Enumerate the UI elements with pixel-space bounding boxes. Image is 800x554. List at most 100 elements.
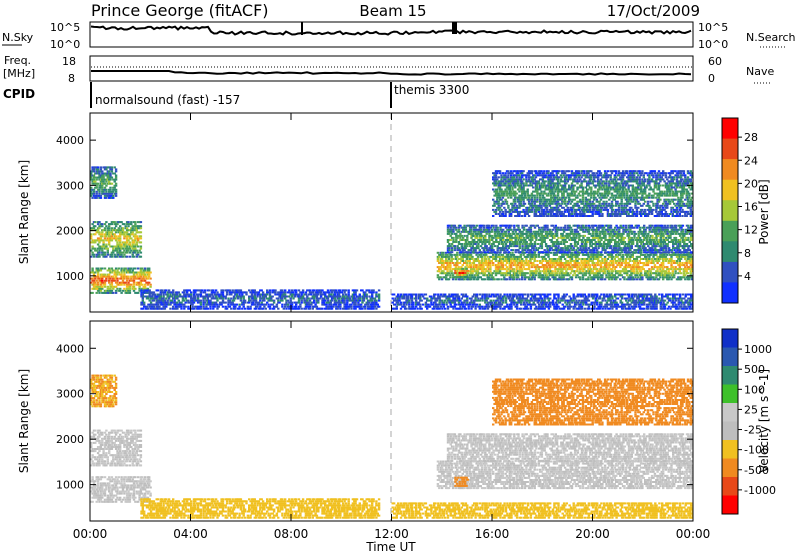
nsky-panel: N.Sky 10^5 10^0 10^5 10^0 N.Search	[2, 21, 796, 51]
data-cell	[485, 226, 488, 229]
data-cell	[492, 226, 495, 229]
data-cell	[214, 303, 218, 306]
data-cell	[600, 236, 603, 239]
data-cell	[686, 268, 690, 271]
data-cell	[573, 230, 577, 233]
data-cell	[645, 272, 648, 275]
data-cell	[531, 234, 534, 237]
data-cell	[127, 239, 130, 242]
data-cell	[353, 293, 356, 296]
data-cell	[678, 276, 681, 279]
data-cell	[128, 229, 132, 232]
data-cell	[461, 258, 464, 260]
data-cell	[497, 270, 500, 273]
data-cell	[311, 291, 314, 294]
data-cell	[558, 262, 561, 264]
data-cell	[471, 232, 474, 235]
data-cell	[475, 266, 478, 269]
data-cell	[591, 234, 595, 237]
data-cell	[103, 285, 107, 288]
data-cell	[479, 268, 482, 271]
data-cell	[479, 276, 482, 279]
data-cell	[295, 291, 298, 294]
data-cell	[463, 234, 466, 237]
data-cell	[275, 297, 279, 300]
data-cell	[99, 180, 103, 183]
data-cell	[105, 245, 108, 248]
data-cell	[479, 245, 483, 248]
data-cell	[637, 234, 640, 237]
data-cell	[516, 262, 520, 264]
data-cell	[254, 299, 258, 302]
data-cell	[617, 253, 621, 256]
data-cell	[473, 249, 476, 252]
data-cell	[476, 274, 480, 277]
data-cell	[572, 239, 575, 241]
data-cell	[248, 299, 251, 302]
data-cell	[235, 289, 238, 292]
data-cell	[137, 251, 140, 254]
data-cell	[600, 239, 603, 241]
data-cell	[591, 236, 595, 239]
data-cell	[234, 297, 237, 300]
data-cell	[529, 251, 533, 254]
data-cell	[643, 245, 646, 248]
data-cell	[641, 241, 644, 243]
data-cell	[605, 245, 609, 248]
nsearch-tick-top: 10^5	[698, 21, 728, 34]
data-cell	[529, 224, 533, 227]
data-cell	[641, 226, 644, 229]
data-cell	[108, 279, 111, 282]
data-cell	[608, 226, 611, 229]
data-cell	[165, 303, 168, 306]
data-cell	[120, 233, 123, 236]
data-cell	[263, 295, 266, 298]
data-cell	[124, 225, 127, 228]
data-cell	[127, 285, 130, 288]
data-cell	[463, 226, 466, 229]
data-cell	[569, 258, 572, 260]
data-cell	[377, 297, 381, 300]
data-cell	[563, 258, 567, 260]
data-cell	[557, 247, 560, 250]
data-cell	[551, 241, 555, 243]
data-cell	[593, 243, 596, 245]
data-cell	[590, 224, 593, 227]
data-cell	[668, 260, 672, 262]
data-cell	[532, 276, 535, 279]
data-cell	[518, 245, 521, 248]
data-cell	[535, 239, 538, 241]
data-cell	[468, 274, 471, 277]
data-cell	[686, 276, 690, 279]
data-cell	[371, 299, 374, 302]
data-cell	[575, 232, 578, 235]
data-cell	[125, 235, 129, 238]
data-cell	[682, 276, 686, 279]
data-cell	[272, 299, 276, 302]
data-cell	[474, 260, 477, 262]
data-cell	[569, 276, 572, 279]
data-cell	[249, 295, 252, 298]
data-cell	[109, 231, 112, 234]
data-cell	[227, 305, 230, 308]
data-cell	[533, 234, 537, 237]
data-cell	[477, 243, 480, 245]
data-cell	[646, 258, 650, 260]
data-cell	[333, 293, 337, 296]
data-cell	[120, 251, 123, 254]
data-cell	[462, 228, 465, 231]
data-cell	[470, 232, 473, 235]
data-cell	[540, 266, 543, 269]
data-cell	[163, 299, 167, 302]
data-cell	[464, 247, 468, 250]
data-cell	[256, 303, 259, 306]
data-cell	[670, 258, 673, 260]
data-cell	[250, 293, 254, 296]
data-cell	[507, 255, 510, 258]
data-cell	[319, 295, 323, 298]
data-cell	[261, 291, 265, 294]
data-cell	[139, 245, 143, 248]
data-cell	[630, 247, 633, 250]
data-cell	[464, 226, 468, 229]
data-cell	[519, 266, 522, 269]
